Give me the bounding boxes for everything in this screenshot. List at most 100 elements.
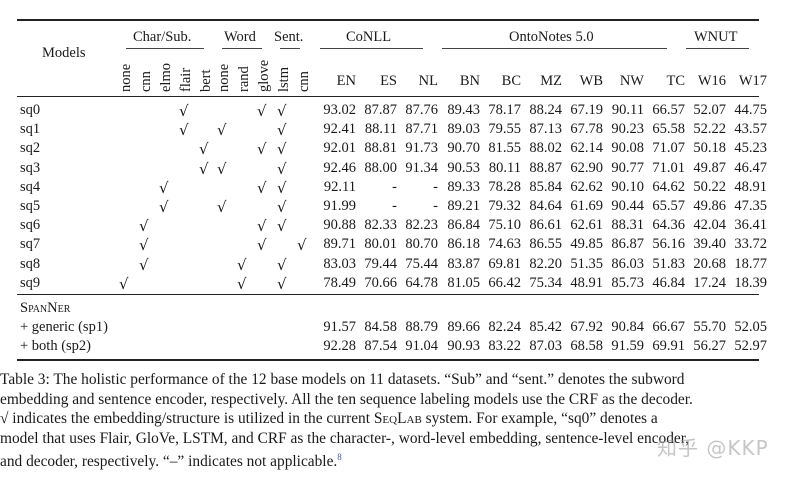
system-name: SeqLab — [373, 410, 422, 427]
spanner-header: SpanNer — [20, 300, 71, 316]
dataset-header-TC: TC — [666, 73, 685, 89]
score-cell: 67.78 — [570, 121, 603, 138]
check-icon: √ — [237, 274, 247, 293]
score-cell: 79.55 — [488, 121, 521, 138]
score-cell: 43.57 — [734, 121, 767, 138]
score-cell: 69.91 — [652, 338, 685, 354]
caption-line-2: embedding and sentence encoder, respecti… — [0, 390, 693, 408]
score-cell: 70.66 — [364, 274, 397, 291]
dataset-header-BC: BC — [501, 73, 521, 89]
component-header-bert: bert — [198, 69, 214, 92]
score-cell: 39.40 — [693, 236, 726, 253]
check-icon: √ — [277, 140, 287, 159]
score-cell: 66.57 — [652, 102, 685, 118]
check-icon: √ — [257, 217, 267, 236]
dataset-header-W16: W16 — [697, 73, 726, 89]
score-cell: 49.87 — [693, 159, 726, 176]
score-cell: 87.54 — [364, 338, 397, 354]
check-icon: √ — [297, 236, 307, 255]
group-underline-char_sub — [126, 48, 204, 49]
check-icon: √ — [237, 255, 247, 274]
score-cell: 90.77 — [611, 159, 644, 176]
footnote-link[interactable]: 8 — [337, 452, 342, 462]
score-cell: 80.70 — [405, 236, 438, 253]
top-rule — [17, 19, 457, 21]
score-cell: 82.33 — [364, 217, 397, 234]
check-icon: √ — [257, 236, 267, 255]
dataset-header-BN: BN — [459, 73, 480, 89]
group-header-char_sub: Char/Sub. — [133, 29, 192, 45]
score-cell: 52.05 — [734, 319, 767, 335]
check-icon: √ — [217, 198, 227, 216]
score-cell: 49.86 — [693, 198, 726, 214]
score-cell: 89.33 — [447, 178, 480, 195]
score-cell: 89.21 — [447, 198, 480, 214]
score-cell: 90.93 — [447, 338, 480, 354]
score-cell: 90.70 — [447, 140, 480, 157]
score-cell: 68.58 — [570, 338, 603, 354]
check-icon: √ — [119, 274, 129, 293]
score-cell: 84.64 — [529, 198, 562, 214]
check-icon: √ — [257, 178, 267, 197]
spanner-model-name: + both (sp2) — [20, 338, 92, 354]
score-cell: 50.22 — [693, 178, 726, 195]
spanner-model-name: + generic (sp1) — [20, 319, 108, 335]
check-icon: √ — [277, 217, 287, 236]
score-cell: 33.72 — [734, 236, 767, 253]
score-cell: 79.44 — [364, 255, 397, 272]
score-cell: 67.92 — [570, 319, 603, 335]
group-header-conll: CoNLL — [346, 29, 392, 45]
group-header-wnut: WNUT — [694, 29, 738, 45]
score-cell: 65.58 — [652, 121, 685, 138]
group-header-sent: Sent. — [274, 29, 304, 45]
caption-line-5: and decoder, respectively. “–” indicates… — [0, 448, 790, 472]
score-cell: 91.04 — [405, 338, 438, 354]
score-cell: 75.10 — [488, 217, 521, 234]
score-cell: - — [433, 178, 438, 195]
check-icon: √ — [277, 159, 287, 178]
check-icon: √ — [159, 178, 169, 197]
score-cell: 56.16 — [652, 236, 685, 253]
score-cell: 88.02 — [529, 140, 562, 157]
score-cell: 52.22 — [693, 121, 726, 138]
score-cell: 62.90 — [570, 159, 603, 176]
score-cell: 85.42 — [529, 319, 562, 335]
component-header-lstm: lstm — [276, 67, 292, 92]
score-cell: 74.63 — [488, 236, 521, 253]
score-cell: 89.03 — [447, 121, 480, 138]
score-cell: 83.22 — [488, 338, 521, 354]
check-icon: √ — [139, 255, 149, 274]
score-cell: 52.07 — [693, 102, 726, 118]
score-cell: 86.18 — [447, 236, 480, 253]
dataset-header-WB: WB — [579, 73, 603, 89]
score-cell: 80.01 — [364, 236, 397, 253]
score-cell: - — [433, 198, 438, 214]
score-cell: 69.81 — [488, 255, 521, 272]
score-cell: 92.46 — [323, 159, 356, 176]
score-cell: 89.71 — [323, 236, 356, 253]
model-name-sq9: sq9 — [20, 274, 41, 291]
score-cell: 71.07 — [652, 140, 685, 157]
caption-text: and decoder, respectively. “–” indicates… — [0, 453, 338, 471]
top-rule-right — [300, 19, 759, 21]
score-cell: 66.42 — [488, 274, 521, 291]
score-cell: 92.28 — [323, 338, 356, 354]
score-cell: 87.87 — [364, 102, 397, 118]
score-cell: 78.17 — [488, 102, 521, 118]
score-cell: 88.24 — [529, 102, 562, 118]
score-cell: - — [392, 198, 397, 214]
table-caption: Table 3: The holistic performance of the… — [0, 370, 790, 472]
score-cell: 90.53 — [447, 159, 480, 176]
model-name-sq2: sq2 — [20, 140, 41, 157]
score-cell: 82.20 — [529, 255, 562, 272]
check-icon: √ — [179, 102, 189, 120]
score-cell: 79.32 — [488, 198, 521, 214]
score-cell: 47.35 — [734, 198, 767, 214]
model-name-sq6: sq6 — [20, 217, 41, 234]
dataset-header-NL: NL — [418, 73, 438, 89]
score-cell: 49.85 — [570, 236, 603, 253]
component-header-glove: glove — [256, 59, 272, 92]
score-cell: 78.49 — [323, 274, 356, 291]
caption-line-3: √ indicates the embedding/structure is u… — [0, 409, 790, 429]
score-cell: 91.57 — [323, 319, 356, 335]
